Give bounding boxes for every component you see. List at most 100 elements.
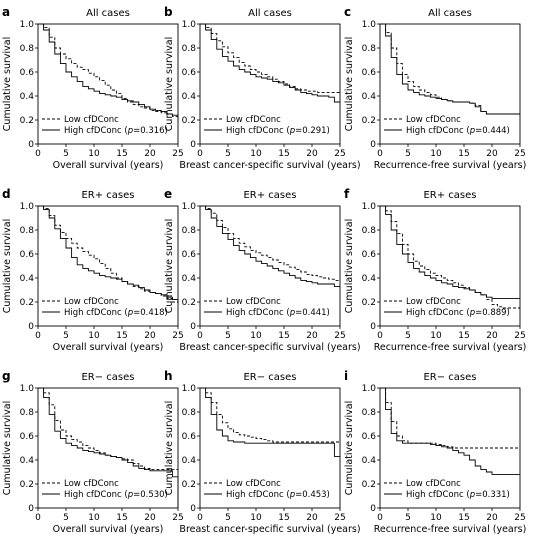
panel-a: a All cases 0 5 10 15 20 25 0 0.2 0.4 0.6 0.8 1.0 Over… — [2, 5, 184, 171]
plot-frame — [199, 387, 341, 509]
series-line-high — [200, 205, 340, 287]
y-tick-label: 1.0 — [182, 384, 197, 394]
y-axis-label: Cumulative survival — [2, 37, 13, 131]
y-axis-label: Cumulative survival — [344, 401, 355, 495]
series-line-low — [38, 23, 179, 118]
x-tick-label: 0 — [197, 149, 203, 159]
y-axis-label: Cumulative survival — [2, 401, 13, 495]
y-tick-label: 0 — [28, 322, 34, 332]
x-tick-label: 15 — [458, 513, 469, 523]
x-axis-label: Overall survival (years) — [53, 524, 164, 535]
x-tick-label: 10 — [88, 513, 100, 523]
x-tick-label: 5 — [63, 513, 69, 523]
legend-label: High cfDConc (p=0.291) — [226, 126, 330, 136]
y-tick-label: 1.0 — [182, 202, 197, 212]
series-line-low — [380, 387, 520, 449]
x-tick-label: 25 — [172, 149, 183, 159]
x-tick-label: 20 — [144, 149, 156, 159]
series-line-low — [38, 387, 178, 471]
x-tick-label: 20 — [144, 331, 156, 341]
panel-b: b All cases 0 5 10 15 20 25 0 0.2 0.4 0.6 0.8 1.0 Brea… — [164, 5, 361, 171]
x-tick-label: 20 — [306, 513, 318, 523]
panel-h: h ER− cases 0 5 10 15 20 25 0 0.2 0.4 0.6 0.8 1.0 Brea… — [164, 369, 361, 535]
y-tick-label: 0 — [370, 140, 376, 150]
panel-title: All cases — [428, 8, 472, 19]
y-tick-label: 0.4 — [362, 274, 377, 284]
legend-label: Low cfDConc — [406, 297, 461, 307]
x-tick-label: 5 — [225, 331, 231, 341]
legend-label: Low cfDConc — [406, 479, 461, 489]
panel-title: ER− cases — [423, 372, 476, 383]
y-tick-label: 0.2 — [182, 116, 196, 126]
y-tick-label: 0.2 — [362, 298, 376, 308]
panel-title: ER− cases — [243, 372, 296, 383]
y-axis-label: Cumulative survival — [164, 219, 175, 313]
series-line-high — [200, 387, 340, 457]
plot-frame — [37, 387, 179, 509]
y-tick-label: 1.0 — [362, 384, 377, 394]
panel-letter: d — [2, 187, 11, 201]
y-tick-label: 0 — [190, 504, 196, 514]
x-tick-label: 0 — [377, 331, 383, 341]
x-tick-label: 25 — [514, 331, 525, 341]
y-tick-label: 0.6 — [182, 250, 197, 260]
x-tick-label: 15 — [278, 331, 289, 341]
y-tick-label: 0.8 — [20, 44, 35, 54]
y-tick-label: 0.4 — [20, 456, 35, 466]
x-tick-label: 10 — [430, 513, 442, 523]
series-line-high — [380, 23, 520, 115]
series-line-low — [200, 205, 340, 281]
series-line-high — [380, 205, 520, 299]
x-tick-label: 25 — [172, 513, 183, 523]
legend-label: Low cfDConc — [64, 297, 119, 307]
x-axis-label: Breast cancer-specific survival (years) — [179, 160, 360, 171]
x-tick-label: 5 — [225, 149, 231, 159]
x-tick-label: 25 — [334, 331, 345, 341]
series-line-high — [38, 205, 179, 302]
panel-title: All cases — [86, 8, 130, 19]
x-tick-label: 20 — [144, 513, 156, 523]
y-tick-label: 0 — [370, 504, 376, 514]
x-tick-label: 15 — [116, 513, 127, 523]
plot-frame — [379, 23, 521, 145]
panel-e: e ER+ cases 0 5 10 15 20 25 0 0.2 0.4 0.6 0.8 1.0 Brea… — [164, 187, 361, 353]
panel-title: ER− cases — [81, 372, 134, 383]
y-tick-label: 0.4 — [182, 456, 197, 466]
plot-frame — [37, 23, 179, 145]
y-tick-label: 0.8 — [182, 44, 197, 54]
series-line-low — [38, 205, 179, 304]
x-tick-label: 25 — [172, 331, 183, 341]
x-tick-label: 15 — [278, 513, 289, 523]
y-tick-label: 0.4 — [20, 274, 35, 284]
x-tick-label: 15 — [116, 149, 127, 159]
legend-label: High cfDConc (p=0.331) — [406, 490, 510, 500]
y-tick-label: 0.8 — [182, 226, 197, 236]
y-tick-label: 1.0 — [362, 202, 377, 212]
series-line-low — [380, 205, 520, 309]
y-tick-label: 0 — [28, 504, 34, 514]
y-axis-label: Cumulative survival — [344, 37, 355, 131]
y-tick-label: 0.8 — [20, 408, 35, 418]
panel-letter: g — [2, 369, 11, 383]
x-tick-label: 5 — [225, 513, 231, 523]
x-axis-label: Overall survival (years) — [53, 160, 164, 171]
y-tick-label: 0.6 — [182, 68, 197, 78]
series-line-low — [200, 23, 340, 93]
series-line-low — [380, 23, 520, 115]
y-tick-label: 0 — [370, 322, 376, 332]
y-tick-label: 0.6 — [20, 68, 35, 78]
x-tick-label: 10 — [430, 149, 442, 159]
x-tick-label: 0 — [377, 149, 383, 159]
x-axis-label: Recurrence-free survival (years) — [374, 524, 527, 535]
x-tick-label: 20 — [306, 331, 318, 341]
x-axis-label: Recurrence-free survival (years) — [374, 160, 527, 171]
x-tick-label: 20 — [486, 331, 498, 341]
x-tick-label: 15 — [458, 331, 469, 341]
y-tick-label: 0.6 — [362, 250, 377, 260]
y-tick-label: 0.6 — [362, 68, 377, 78]
x-axis-label: Recurrence-free survival (years) — [374, 342, 527, 353]
panel-f: f ER+ cases 0 5 10 15 20 25 0 0.2 0.4 0.6 0.8 1.0 Recu… — [344, 187, 526, 353]
series-line-high — [38, 23, 179, 122]
x-tick-label: 15 — [278, 149, 289, 159]
panel-title: All cases — [248, 8, 292, 19]
